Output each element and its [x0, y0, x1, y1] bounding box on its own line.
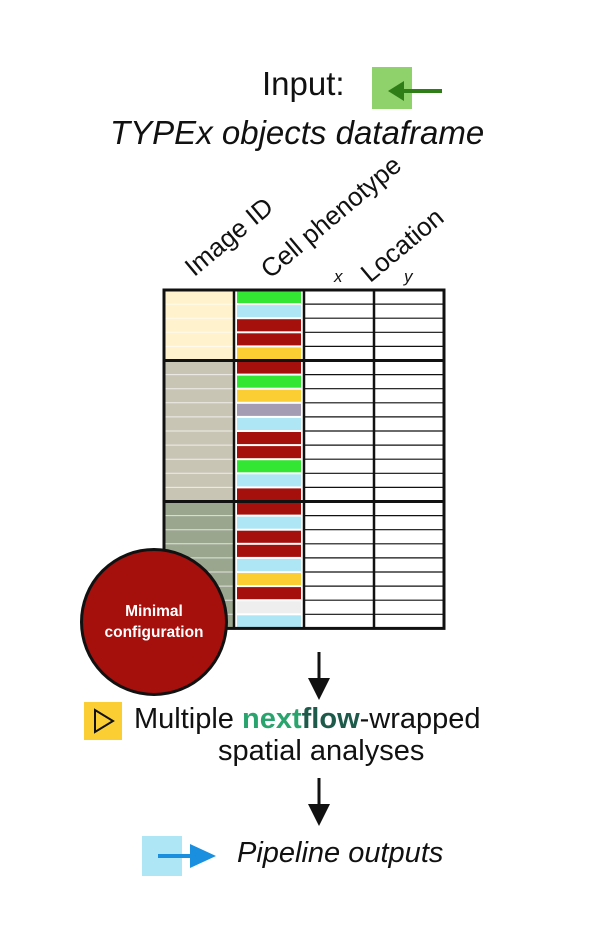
header-y: y [404, 267, 413, 286]
dataframe-title: TYPEx objects dataframe [110, 114, 485, 151]
phenotype-cell [237, 558, 301, 571]
phenotype-cell [237, 291, 301, 304]
wrapped-text: -wrapped [359, 703, 481, 735]
phenotype-cell [237, 347, 301, 360]
badge-line-1: Minimal [125, 603, 183, 620]
phenotype-cell [237, 516, 301, 529]
multiple-text: Multiple [134, 703, 242, 735]
phenotype-cell [237, 502, 301, 515]
phenotype-cell [237, 530, 301, 543]
play-icon [84, 702, 122, 740]
analyses-line-2: spatial analyses [218, 735, 425, 767]
phenotype-cell [237, 361, 301, 374]
phenotype-cell [237, 460, 301, 473]
phenotype-cell [237, 389, 301, 402]
pipeline-outputs-label: Pipeline outputs [237, 837, 444, 869]
image-id-block [164, 290, 234, 361]
phenotype-cell [237, 573, 301, 586]
phenotype-cell [237, 615, 301, 628]
phenotype-cell [237, 587, 301, 600]
nextflow-logo-flow: flow [301, 703, 360, 735]
phenotype-cell [237, 403, 301, 416]
phenotype-cell [237, 333, 301, 346]
analyses-line-1: Multiple nextflow-wrapped [134, 703, 481, 735]
phenotype-cell [237, 601, 301, 614]
phenotype-cell [237, 432, 301, 445]
phenotype-cell [237, 446, 301, 459]
phenotype-cell [237, 417, 301, 430]
phenotype-cell [237, 375, 301, 388]
down-arrow-icon [308, 778, 330, 826]
phenotype-cell [237, 488, 301, 501]
input-icon [372, 67, 442, 109]
input-label: Input: [262, 65, 345, 102]
phenotype-cell [237, 474, 301, 487]
phenotype-cell [237, 544, 301, 557]
minimal-configuration-badge: Minimal configuration [80, 548, 228, 696]
table-outline [162, 288, 446, 630]
header-x: x [334, 267, 343, 286]
output-arrow-icon [142, 836, 216, 876]
phenotype-cell [237, 319, 301, 332]
down-arrow-icon [308, 652, 330, 700]
badge-line-2: configuration [104, 624, 204, 641]
phenotype-cell [237, 305, 301, 318]
nextflow-logo-next: next [242, 703, 302, 735]
